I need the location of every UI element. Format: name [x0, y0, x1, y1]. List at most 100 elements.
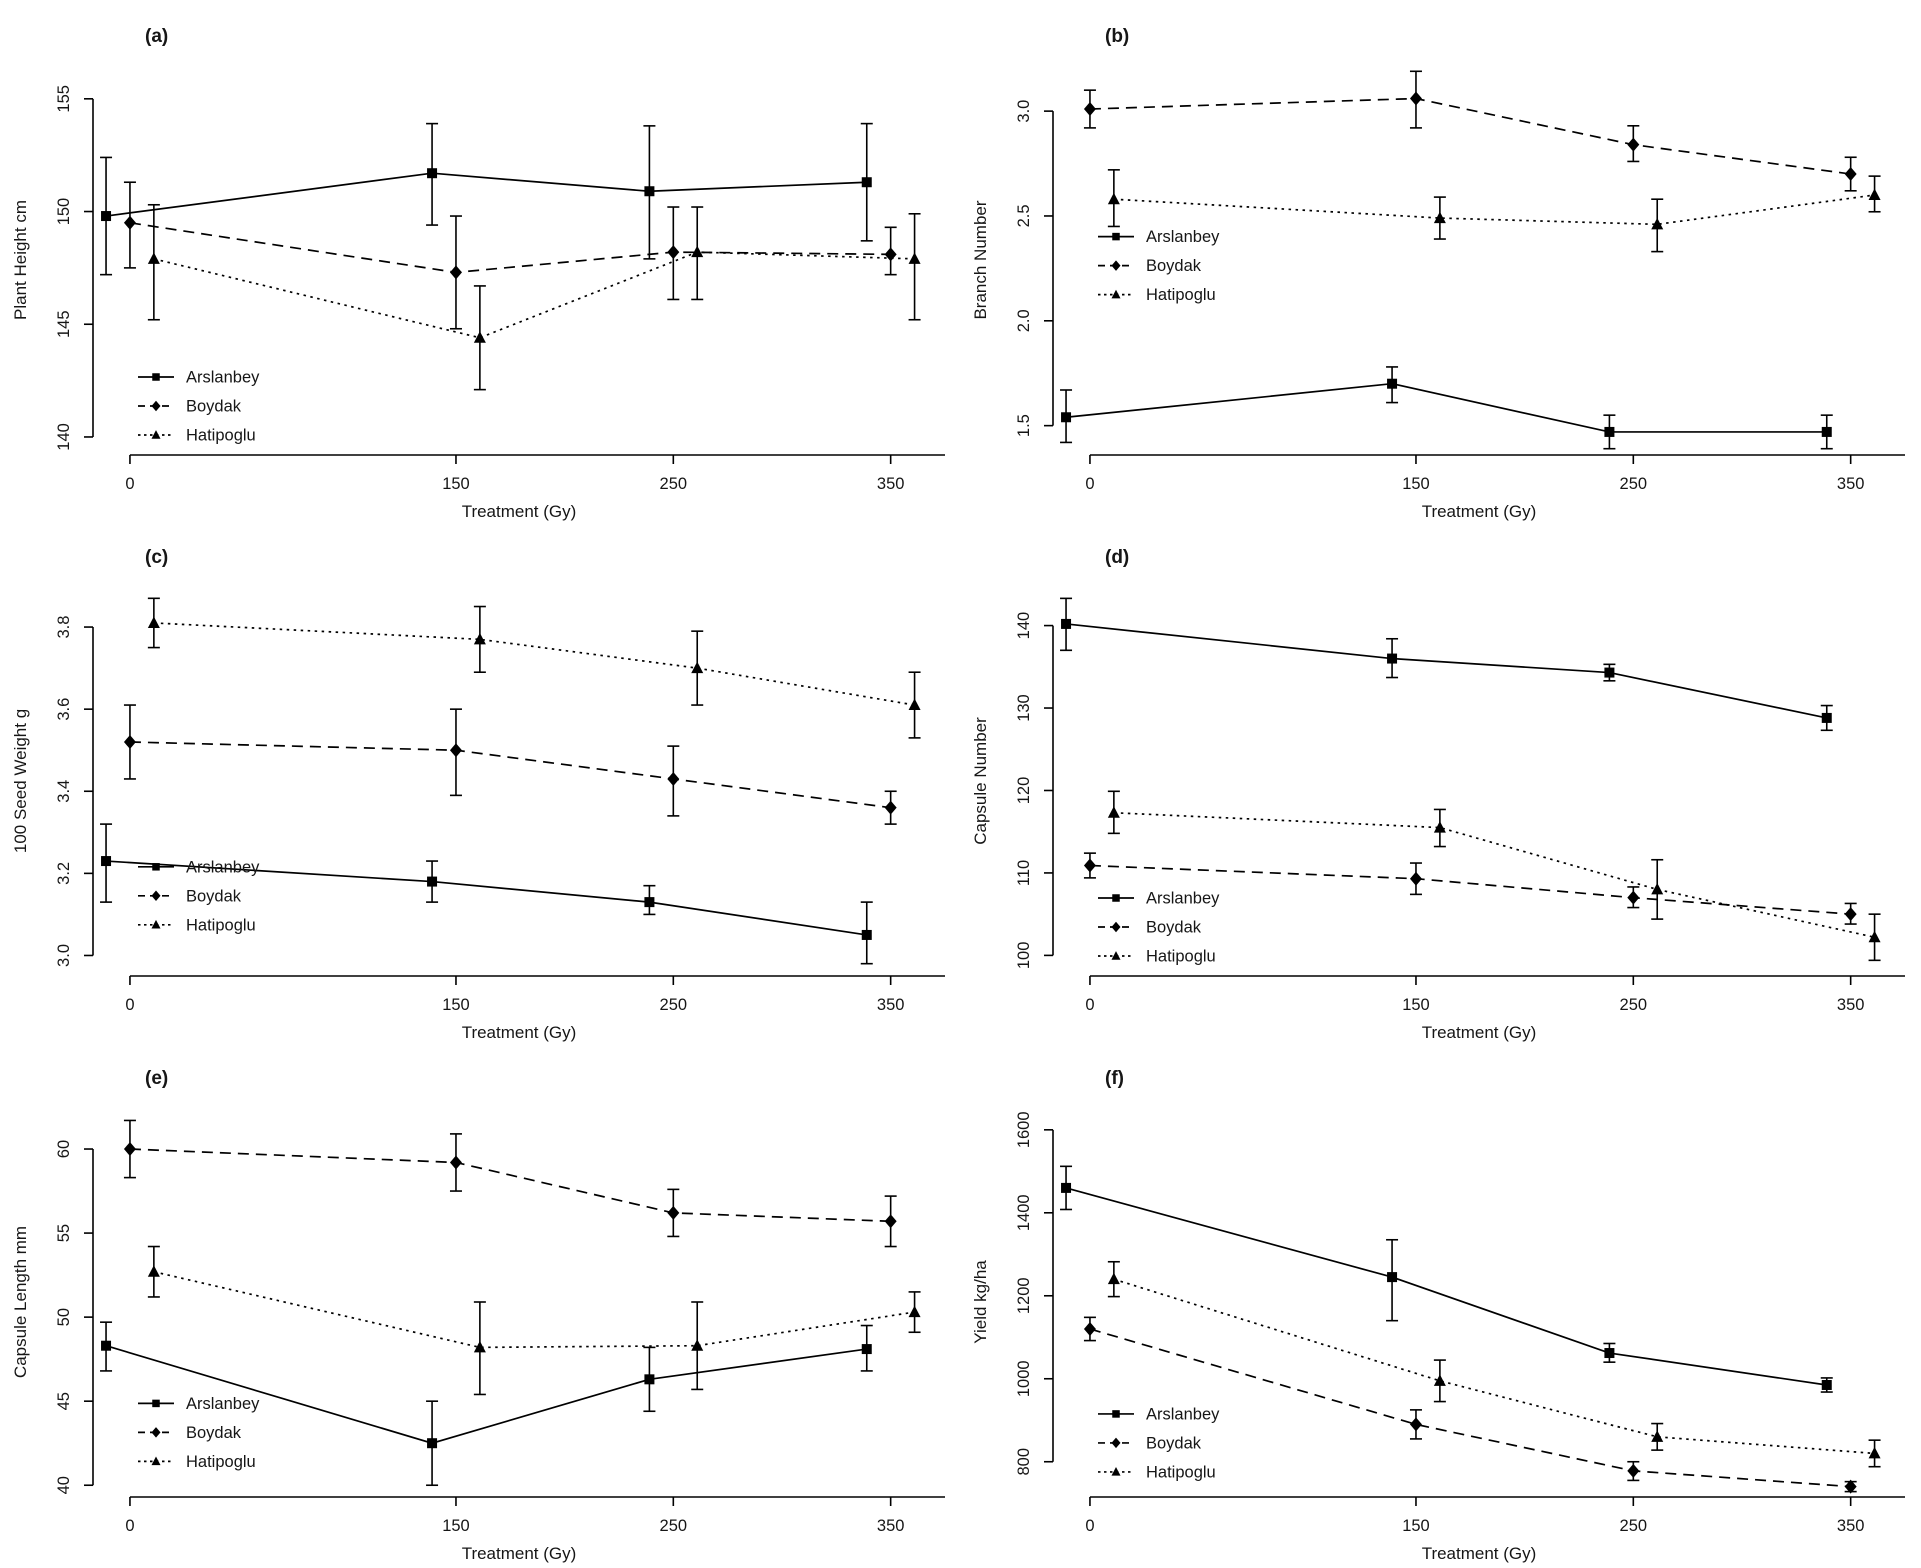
y-tick-label: 2.0 — [1015, 309, 1033, 332]
legend-marker — [152, 1399, 160, 1408]
x-axis-label: Treatment (Gy) — [462, 502, 577, 521]
data-point-marker — [427, 1438, 438, 1449]
data-point-marker — [667, 1205, 680, 1220]
x-axis: 0 150 250 350 Treatment (Gy) — [125, 975, 945, 1042]
legend: Arslanbey Boydak Hatipoglu — [138, 1395, 260, 1471]
x-tick-label: 150 — [1402, 1517, 1430, 1535]
y-tick-label: 2.5 — [1015, 204, 1033, 227]
data-point-marker — [1604, 667, 1615, 678]
data-point-marker — [1409, 1417, 1422, 1432]
legend-item-hatipoglu: Hatipoglu — [138, 427, 256, 445]
y-tick-label: 3.2 — [55, 862, 73, 885]
y-tick-label: 1000 — [1015, 1360, 1033, 1397]
data-point-marker — [861, 177, 872, 188]
panel-b: (b) 1.5 2.0 2.5 3.0 Branch Number 0 150 250 350 Tr… — [960, 0, 1920, 521]
data-point-marker — [861, 1344, 872, 1355]
y-axis-label: Plant Height cm — [11, 200, 30, 320]
data-point-marker — [147, 252, 160, 264]
data-point-marker — [908, 1305, 921, 1318]
data-point-marker — [1387, 1272, 1398, 1283]
legend-item-boydak: Boydak — [1098, 919, 1202, 937]
x-tick-label: 0 — [1085, 475, 1094, 493]
legend-item-hatipoglu: Hatipoglu — [1098, 1463, 1216, 1481]
y-tick-label: 3.0 — [1015, 100, 1033, 123]
series-line — [1113, 811, 1875, 939]
y-tick-label: 155 — [55, 85, 73, 113]
series-line — [129, 741, 891, 809]
y-tick-label: 140 — [1015, 612, 1033, 640]
y-tick-label: 3.8 — [55, 616, 73, 639]
series-hatipoglu — [1107, 1260, 1881, 1468]
legend: Arslanbey Boydak Hatipoglu — [1098, 228, 1220, 304]
x-tick-label: 150 — [1402, 475, 1430, 493]
y-tick-label: 800 — [1015, 1448, 1033, 1476]
data-point-marker — [449, 265, 462, 280]
data-point-marker — [884, 1214, 897, 1229]
legend-marker — [151, 1456, 161, 1466]
data-point-marker — [1409, 91, 1422, 106]
y-axis-label: Capsule Length mm — [11, 1226, 30, 1378]
data-point-marker — [101, 211, 112, 222]
series-line — [153, 622, 915, 706]
data-point-marker — [884, 800, 897, 815]
data-point-marker — [123, 735, 136, 749]
panel-e-chart: (e) 40 45 50 55 60 Capsule Length mm 0 150 250 350… — [11, 1068, 945, 1563]
data-point-marker — [1627, 137, 1640, 152]
legend-item-arslanbey: Arslanbey — [138, 858, 260, 876]
x-tick-label: 250 — [1620, 1517, 1648, 1535]
y-axis: 140 145 150 155 Plant Height cm — [11, 85, 94, 451]
series-hatipoglu — [147, 203, 921, 391]
legend-item-arslanbey: Arslanbey — [1098, 1405, 1220, 1423]
y-tick-label: 100 — [1015, 942, 1033, 970]
data-point-marker — [1387, 653, 1398, 664]
data-point-marker — [1604, 1348, 1615, 1359]
x-tick-label: 350 — [877, 475, 905, 493]
data-point-marker — [101, 1340, 112, 1351]
series-line — [1113, 1278, 1875, 1455]
data-point-marker — [147, 1265, 160, 1277]
data-point-marker — [449, 1155, 462, 1170]
panel-f-chart: (f) 800 1000 1200 1400 1600 Yield kg/ha 0 150 250… — [971, 1068, 1905, 1563]
data-point-marker — [1821, 1379, 1832, 1390]
legend-marker — [1111, 260, 1121, 271]
y-tick-label: 130 — [1015, 694, 1033, 722]
x-tick-label: 0 — [1085, 1517, 1094, 1535]
series-arslanbey — [100, 1321, 873, 1487]
panel-d: (d) 100 110 120 130 140 Capsule Number 0 150 250 3… — [960, 521, 1920, 1042]
y-axis: 800 1000 1200 1400 1600 Yield kg/ha — [971, 1111, 1054, 1476]
data-point-marker — [1083, 858, 1096, 873]
x-tick-label: 150 — [1402, 996, 1430, 1014]
data-point-marker — [1627, 890, 1640, 905]
x-tick-label: 350 — [877, 996, 905, 1014]
legend-label: Hatipoglu — [1146, 1463, 1216, 1481]
y-axis-label: Yield kg/ha — [971, 1260, 990, 1344]
y-tick-label: 40 — [55, 1476, 73, 1494]
legend-label: Arslanbey — [186, 1395, 260, 1413]
series-line — [129, 221, 891, 274]
panel-c-chart: (c) 3.0 3.2 3.4 3.6 3.8 100 Seed Weight g 0 150 2… — [11, 547, 945, 1042]
data-point-marker — [427, 168, 438, 179]
panel-d-chart: (d) 100 110 120 130 140 Capsule Number 0 150 250 3… — [971, 547, 1905, 1042]
series-line — [105, 1344, 867, 1445]
legend-label: Hatipoglu — [186, 1453, 256, 1471]
data-point-marker — [667, 245, 680, 260]
data-point-marker — [691, 661, 704, 674]
legend-item-boydak: Boydak — [138, 1424, 242, 1442]
panel-b-chart: (b) 1.5 2.0 2.5 3.0 Branch Number 0 150 250 350 Tr… — [971, 26, 1905, 521]
y-tick-label: 110 — [1015, 860, 1033, 886]
legend: Arslanbey Boydak Hatipoglu — [138, 858, 260, 934]
data-point-marker — [1868, 930, 1881, 943]
y-tick-label: 150 — [55, 198, 73, 226]
series-line — [1065, 382, 1827, 433]
legend-label: Hatipoglu — [186, 916, 256, 934]
x-tick-label: 0 — [125, 475, 134, 493]
panel-title: (a) — [145, 26, 168, 47]
x-axis-label: Treatment (Gy) — [1422, 502, 1537, 521]
x-tick-label: 250 — [1620, 475, 1648, 493]
data-point-marker — [908, 252, 921, 264]
data-point-marker — [644, 1374, 655, 1385]
y-tick-label: 1.5 — [1015, 414, 1033, 437]
series-hatipoglu — [147, 597, 921, 739]
y-tick-label: 60 — [55, 1140, 73, 1158]
legend-marker — [1111, 1437, 1121, 1449]
